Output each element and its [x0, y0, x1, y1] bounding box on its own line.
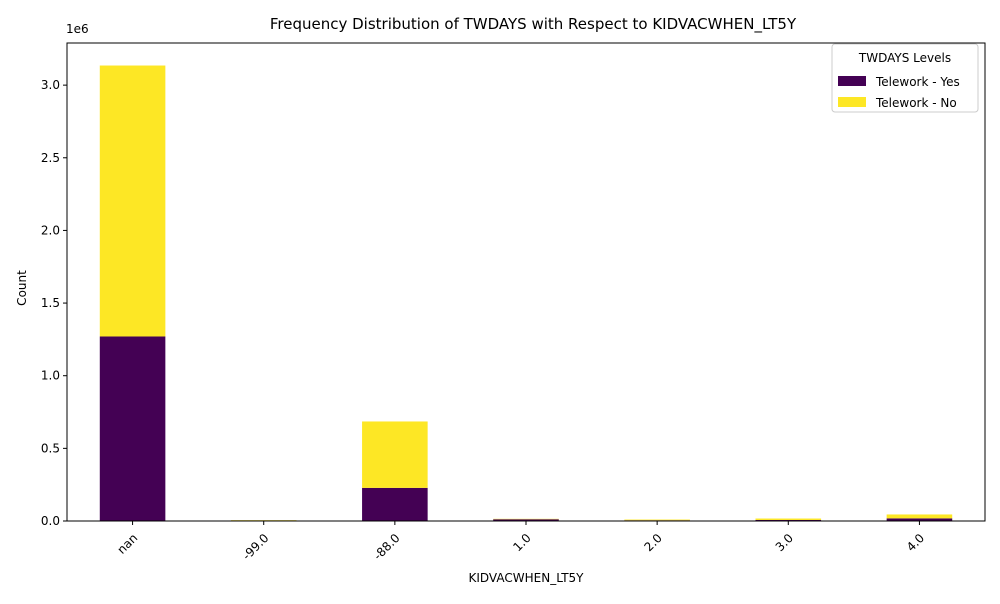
legend-label-1: Telework - No	[875, 96, 957, 110]
legend-swatch-0	[838, 76, 866, 86]
y-axis-label: Count	[15, 270, 29, 306]
y-tick-label: 0.0	[41, 514, 60, 528]
y-tick-label: 2.0	[41, 223, 60, 237]
bar-telework-no-2	[362, 421, 428, 487]
plot-frame	[67, 43, 985, 521]
bar-telework-no-0	[100, 66, 166, 337]
x-tick-label: 2.0	[642, 531, 665, 554]
bar-telework-no-4	[624, 520, 690, 521]
legend-label-0: Telework - Yes	[875, 75, 960, 89]
bar-telework-no-5	[756, 519, 822, 520]
legend-swatch-1	[838, 97, 866, 107]
x-tick-label: nan	[114, 531, 140, 557]
y-tick-label: 3.0	[41, 78, 60, 92]
chart-title: Frequency Distribution of TWDAYS with Re…	[270, 15, 797, 34]
legend-title: TWDAYS Levels	[858, 51, 951, 65]
bar-telework-yes-2	[362, 488, 428, 521]
bars-group	[100, 66, 952, 521]
bar-telework-no-6	[887, 514, 953, 518]
legend: TWDAYS Levels Telework - Yes Telework - No	[832, 44, 978, 112]
x-tick-label: 1.0	[510, 531, 533, 554]
x-tick-label: 3.0	[773, 531, 796, 554]
y-tick-label: 0.5	[41, 441, 60, 455]
x-tick-label: -88.0	[371, 531, 403, 563]
y-tick-label: 1.5	[41, 296, 60, 310]
y-tick-label: 1.0	[41, 369, 60, 383]
bar-telework-yes-0	[100, 336, 166, 521]
x-axis-label: KIDVACWHEN_LT5Y	[468, 571, 584, 585]
x-tick-label: 4.0	[904, 531, 927, 554]
x-tick-label: -99.0	[240, 531, 272, 563]
y-offset-label: 1e6	[66, 22, 89, 36]
y-tick-label: 2.5	[41, 151, 60, 165]
axes-group: 0.0 0.5 1.0 1.5 2.0 2.5 3.0 nan -99.0 -88.0 1.0 2.0…	[41, 43, 985, 563]
